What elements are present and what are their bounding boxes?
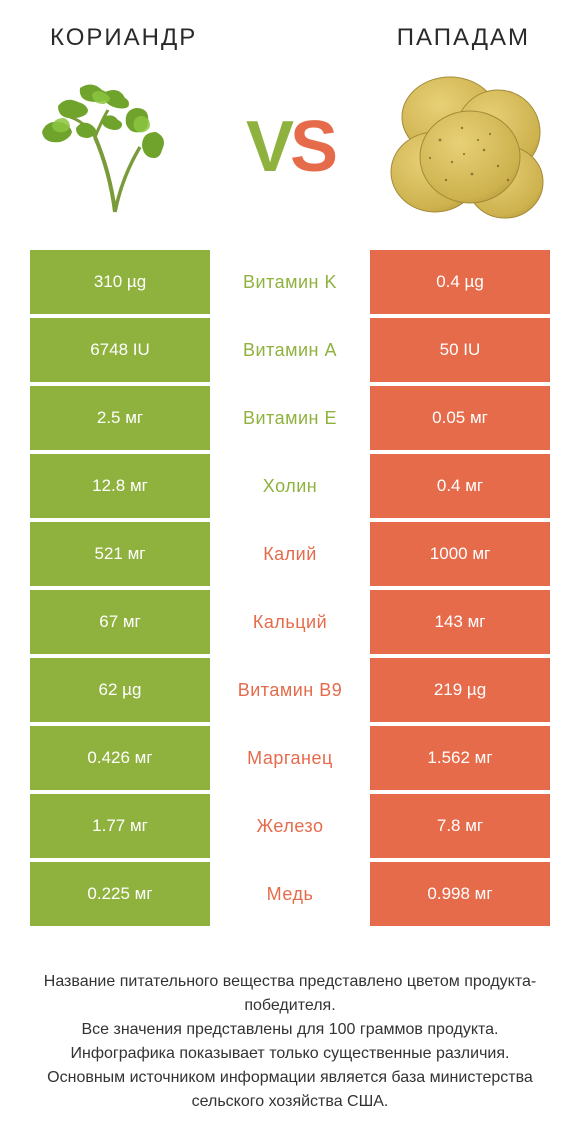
left-food-image bbox=[30, 62, 200, 232]
left-value: 6748 IU bbox=[30, 318, 210, 382]
right-value: 1.562 мг bbox=[370, 726, 550, 790]
left-value: 310 µg bbox=[30, 250, 210, 314]
nutrient-row: 0.225 мгМедь0.998 мг bbox=[30, 862, 550, 926]
left-value: 0.225 мг bbox=[30, 862, 210, 926]
nutrient-label: Калий bbox=[210, 522, 370, 586]
right-food-title: ПАПАДАМ bbox=[397, 24, 530, 52]
left-value: 2.5 мг bbox=[30, 386, 210, 450]
left-value: 12.8 мг bbox=[30, 454, 210, 518]
vs-label: VS bbox=[246, 106, 334, 188]
nutrient-label: Марганец bbox=[210, 726, 370, 790]
nutrient-label: Холин bbox=[210, 454, 370, 518]
right-value: 1000 мг bbox=[370, 522, 550, 586]
nutrient-row: 12.8 мгХолин0.4 мг bbox=[30, 454, 550, 518]
nutrient-row: 6748 IUВитамин A50 IU bbox=[30, 318, 550, 382]
footer-line-2: Все значения представлены для 100 граммо… bbox=[30, 1018, 550, 1042]
right-value: 0.4 µg bbox=[370, 250, 550, 314]
left-value: 1.77 мг bbox=[30, 794, 210, 858]
right-value: 50 IU bbox=[370, 318, 550, 382]
nutrient-row: 67 мгКальций143 мг bbox=[30, 590, 550, 654]
nutrient-row: 2.5 мгВитамин E0.05 мг bbox=[30, 386, 550, 450]
left-value: 521 мг bbox=[30, 522, 210, 586]
footer-line-3: Инфографика показывает только существенн… bbox=[30, 1042, 550, 1066]
nutrient-label: Витамин A bbox=[210, 318, 370, 382]
nutrient-row: 521 мгКалий1000 мг bbox=[30, 522, 550, 586]
right-value: 7.8 мг bbox=[370, 794, 550, 858]
right-value: 0.4 мг bbox=[370, 454, 550, 518]
footer-line-4: Основным источником информации является … bbox=[30, 1066, 550, 1114]
nutrient-row: 310 µgВитамин K0.4 µg bbox=[30, 250, 550, 314]
nutrient-row: 1.77 мгЖелезо7.8 мг bbox=[30, 794, 550, 858]
right-value: 219 µg bbox=[370, 658, 550, 722]
left-value: 0.426 мг bbox=[30, 726, 210, 790]
nutrient-table: 310 µgВитамин K0.4 µg6748 IUВитамин A50 … bbox=[0, 250, 580, 926]
right-value: 0.998 мг bbox=[370, 862, 550, 926]
left-food-title: КОРИАНДР bbox=[50, 24, 197, 52]
right-food-image bbox=[380, 62, 550, 232]
vs-s-letter: S bbox=[290, 107, 334, 187]
header: КОРИАНДР ПАПАДАМ bbox=[0, 0, 580, 62]
left-value: 62 µg bbox=[30, 658, 210, 722]
nutrient-label: Кальций bbox=[210, 590, 370, 654]
footer-notes: Название питательного вещества представл… bbox=[0, 930, 580, 1114]
nutrient-label: Медь bbox=[210, 862, 370, 926]
right-value: 0.05 мг bbox=[370, 386, 550, 450]
footer-line-1: Название питательного вещества представл… bbox=[30, 970, 550, 1018]
nutrient-label: Железо bbox=[210, 794, 370, 858]
right-value: 143 мг bbox=[370, 590, 550, 654]
vs-row: VS bbox=[0, 62, 580, 250]
nutrient-label: Витамин K bbox=[210, 250, 370, 314]
nutrient-row: 0.426 мгМарганец1.562 мг bbox=[30, 726, 550, 790]
left-value: 67 мг bbox=[30, 590, 210, 654]
vs-v-letter: V bbox=[246, 107, 290, 187]
nutrient-label: Витамин E bbox=[210, 386, 370, 450]
nutrient-row: 62 µgВитамин B9219 µg bbox=[30, 658, 550, 722]
nutrient-label: Витамин B9 bbox=[210, 658, 370, 722]
